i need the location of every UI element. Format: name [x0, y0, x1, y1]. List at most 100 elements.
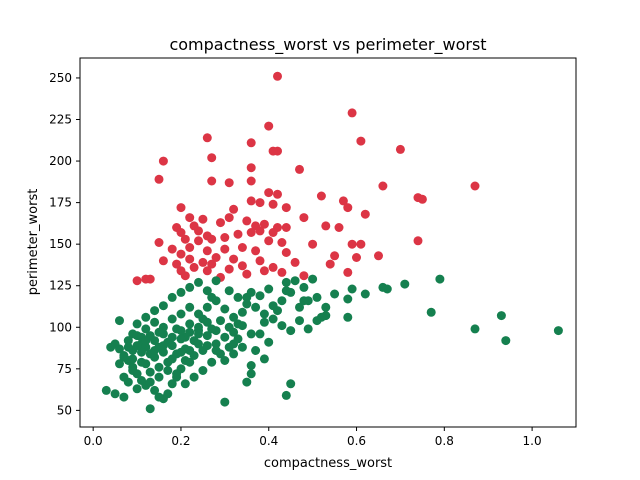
data-point-series-1-89 [246, 329, 256, 339]
data-point-series-1-30 [251, 346, 261, 355]
data-point-series-1-182 [224, 286, 234, 296]
data-point-series-0-77 [374, 251, 383, 261]
data-point-series-0-62 [347, 239, 357, 249]
y-tick-label-1: 75 [57, 362, 72, 376]
data-point-series-0-48 [176, 228, 186, 237]
y-tick-label-6: 200 [49, 154, 72, 168]
data-point-series-0-12 [295, 164, 304, 174]
data-point-series-1-29 [255, 329, 265, 339]
data-point-series-1-11 [343, 294, 353, 304]
data-point-series-1-76 [132, 319, 142, 329]
data-point-series-1-149 [194, 329, 203, 339]
data-point-series-1-177 [286, 326, 296, 336]
data-point-series-1-109 [220, 332, 230, 342]
data-point-series-1-87 [229, 312, 239, 322]
data-point-series-1-31 [246, 369, 256, 379]
x-tick-label-2: 0.4 [259, 434, 278, 448]
data-point-series-1-124 [141, 324, 151, 334]
data-point-series-1-137 [180, 379, 190, 389]
data-point-series-0-18 [470, 181, 480, 191]
data-point-series-0-9 [207, 153, 217, 163]
data-point-series-0-83 [172, 259, 182, 269]
data-point-series-0-50 [233, 229, 243, 239]
data-point-series-0-6 [395, 144, 405, 154]
data-point-series-0-51 [246, 228, 256, 237]
data-point-series-0-0 [273, 71, 282, 81]
data-point-series-1-166 [185, 357, 195, 367]
data-point-series-0-92 [277, 267, 287, 277]
data-point-series-1-96 [128, 366, 138, 375]
data-point-series-1-48 [202, 302, 212, 312]
data-point-series-0-52 [255, 226, 265, 236]
data-point-series-1-165 [176, 347, 186, 357]
data-point-series-1-23 [281, 277, 291, 287]
data-point-series-1-158 [128, 354, 138, 364]
data-point-series-1-157 [137, 347, 146, 357]
data-point-series-1-169 [216, 316, 225, 326]
data-point-series-0-2 [264, 121, 274, 131]
data-point-series-0-65 [185, 243, 195, 252]
data-point-series-0-26 [255, 198, 265, 208]
data-point-series-0-20 [273, 189, 282, 199]
data-point-series-1-8 [378, 282, 388, 292]
data-point-series-0-64 [413, 236, 423, 246]
data-point-series-1-129 [185, 302, 195, 312]
chart-title: compactness_worst vs perimeter_worst [169, 35, 486, 55]
data-point-series-1-22 [281, 286, 291, 296]
data-point-series-0-88 [224, 264, 234, 274]
data-point-series-0-28 [281, 203, 291, 213]
data-point-series-0-16 [207, 176, 217, 186]
points-layer [101, 71, 563, 414]
data-point-series-1-79 [158, 301, 168, 311]
data-point-series-0-59 [277, 238, 287, 247]
data-point-series-1-173 [251, 302, 261, 312]
data-point-series-0-1 [347, 108, 357, 118]
data-point-series-1-56 [167, 379, 177, 389]
data-point-series-1-24 [277, 296, 287, 306]
data-point-series-1-2 [496, 311, 506, 321]
data-point-series-1-33 [237, 307, 247, 317]
data-point-series-0-68 [167, 244, 177, 254]
data-point-series-1-135 [198, 366, 208, 375]
data-point-series-1-46 [211, 276, 221, 286]
data-point-series-1-4 [435, 274, 445, 284]
data-point-series-1-59 [154, 392, 164, 402]
data-point-series-0-33 [299, 213, 309, 223]
x-tick-label-5: 1.0 [523, 434, 542, 448]
data-point-series-1-163 [158, 341, 168, 351]
data-point-series-0-80 [198, 257, 208, 267]
data-point-series-1-40 [303, 324, 313, 334]
data-point-series-1-61 [145, 404, 155, 414]
data-point-series-0-15 [224, 178, 234, 188]
data-point-series-0-25 [246, 196, 256, 206]
data-point-series-1-103 [167, 341, 177, 351]
data-point-series-0-97 [141, 274, 151, 284]
data-point-series-1-84 [202, 286, 212, 296]
y-tick-label-7: 225 [49, 113, 72, 127]
data-point-series-1-16 [312, 316, 322, 326]
data-point-series-1-152 [220, 356, 230, 365]
data-point-series-0-5 [246, 138, 256, 148]
data-point-series-1-86 [220, 304, 230, 314]
data-point-series-1-146 [167, 332, 177, 342]
data-point-series-0-71 [281, 248, 291, 257]
data-point-series-1-81 [176, 287, 186, 297]
data-point-series-1-154 [237, 342, 247, 352]
data-point-series-0-19 [264, 188, 274, 198]
data-point-series-1-27 [264, 284, 274, 294]
data-point-series-1-180 [312, 292, 322, 302]
data-point-series-1-12 [343, 312, 353, 322]
data-point-series-0-85 [237, 261, 247, 271]
data-point-series-1-136 [189, 372, 199, 382]
data-point-series-1-128 [176, 309, 186, 319]
data-point-series-0-30 [229, 204, 239, 214]
data-point-series-1-131 [202, 331, 212, 341]
data-point-series-1-130 [194, 309, 203, 319]
y-tick-label-0: 50 [57, 403, 72, 417]
data-point-series-1-104 [176, 334, 186, 344]
data-point-series-1-176 [277, 321, 287, 331]
data-point-series-0-8 [268, 146, 278, 156]
data-point-series-1-77 [141, 312, 151, 322]
y-tick-label-8: 250 [49, 71, 72, 85]
data-point-series-0-14 [154, 174, 164, 184]
